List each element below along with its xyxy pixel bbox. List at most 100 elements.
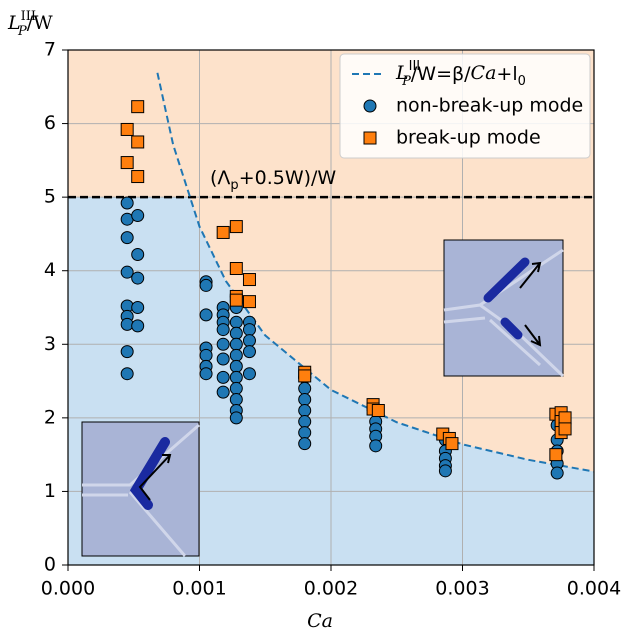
point bbox=[242, 295, 256, 309]
point bbox=[242, 367, 256, 381]
point bbox=[438, 464, 452, 478]
point bbox=[120, 345, 134, 359]
text-part: (Λ bbox=[210, 167, 230, 189]
point bbox=[199, 308, 213, 322]
legend-swatch bbox=[363, 131, 377, 145]
point bbox=[369, 439, 383, 453]
point bbox=[199, 348, 213, 362]
point bbox=[120, 231, 134, 245]
text-part: +0.5W)/W bbox=[239, 167, 337, 189]
x-tick-label: 0.004 bbox=[567, 578, 621, 600]
y-tick-label: 7 bbox=[44, 39, 56, 61]
point bbox=[229, 411, 243, 425]
point bbox=[229, 293, 243, 307]
point bbox=[229, 326, 243, 340]
legend-swatch bbox=[363, 99, 377, 113]
text-part: P bbox=[17, 24, 27, 39]
point bbox=[216, 225, 230, 239]
y-tick-label: 2 bbox=[44, 406, 56, 428]
marks bbox=[68, 72, 595, 480]
point bbox=[131, 209, 145, 223]
point bbox=[298, 369, 312, 383]
point bbox=[216, 337, 230, 351]
point bbox=[298, 381, 312, 395]
y-tick-label: 3 bbox=[44, 333, 56, 355]
legend-box bbox=[339, 53, 591, 159]
text-part: p bbox=[230, 178, 238, 193]
point bbox=[371, 404, 385, 417]
point bbox=[298, 415, 312, 429]
point bbox=[120, 265, 134, 279]
point bbox=[120, 367, 134, 381]
y-tick-label: 0 bbox=[44, 554, 56, 576]
text-part: III bbox=[21, 9, 36, 24]
text-part: /W bbox=[27, 12, 53, 34]
y-tick-label: 5 bbox=[44, 186, 56, 208]
legend-label: non-break-up mode bbox=[396, 95, 583, 117]
plot-frame bbox=[67, 49, 595, 566]
point bbox=[199, 367, 213, 381]
point bbox=[131, 319, 145, 333]
text-part: Ca bbox=[471, 62, 497, 84]
point bbox=[445, 437, 459, 451]
threshold-label: (Λp+0.5W)/W bbox=[210, 167, 336, 194]
point bbox=[229, 220, 243, 234]
point bbox=[242, 345, 256, 359]
point bbox=[216, 385, 230, 399]
point bbox=[131, 271, 145, 285]
legend-label: break-up mode bbox=[396, 127, 541, 149]
point bbox=[229, 315, 243, 329]
point bbox=[229, 262, 243, 276]
point bbox=[242, 334, 256, 348]
point bbox=[298, 404, 312, 417]
point bbox=[229, 337, 243, 351]
text-part: L bbox=[7, 12, 21, 34]
point bbox=[550, 466, 564, 480]
point bbox=[229, 370, 243, 384]
text-part: III bbox=[409, 59, 421, 74]
point bbox=[558, 422, 572, 436]
point bbox=[120, 156, 134, 170]
point bbox=[298, 392, 312, 406]
x-tick-label: 0.000 bbox=[41, 578, 95, 600]
y-axis-label: LIII P/W bbox=[7, 9, 53, 39]
x-tick-label: 0.002 bbox=[304, 578, 358, 600]
y-tick-label: 4 bbox=[44, 259, 56, 281]
point bbox=[229, 392, 243, 406]
point bbox=[131, 100, 145, 114]
y-tick-label: 6 bbox=[44, 112, 56, 134]
point bbox=[229, 359, 243, 373]
text-part: L bbox=[395, 62, 409, 84]
inset-image bbox=[443, 239, 565, 378]
x-tick-label: 0.001 bbox=[172, 578, 226, 600]
point bbox=[549, 448, 563, 462]
legend: LIII P/W=β/Ca+l0 non-break-up mode break-up… bbox=[339, 53, 591, 159]
y-tick-label: 1 bbox=[44, 480, 56, 502]
x-axis-label: Ca bbox=[307, 610, 333, 632]
text-part: P bbox=[401, 74, 411, 89]
point bbox=[199, 278, 213, 292]
point bbox=[298, 426, 312, 440]
inset-image bbox=[81, 421, 200, 557]
text-part: 0 bbox=[518, 74, 526, 89]
text-part: /W=β/ bbox=[411, 63, 471, 85]
point bbox=[216, 352, 230, 366]
x-tick-label: 0.003 bbox=[435, 578, 489, 600]
point bbox=[216, 323, 230, 337]
point bbox=[216, 370, 230, 384]
point bbox=[120, 122, 134, 136]
point bbox=[131, 135, 145, 149]
point bbox=[242, 273, 256, 287]
point bbox=[131, 248, 145, 262]
point bbox=[131, 170, 145, 184]
point bbox=[242, 323, 256, 337]
fit-curve bbox=[156, 72, 595, 473]
point bbox=[229, 348, 243, 362]
legend-label: LIII P/W=β/Ca+l0 bbox=[395, 59, 526, 89]
point bbox=[120, 196, 134, 210]
point bbox=[558, 411, 572, 425]
text-part: +l bbox=[496, 63, 517, 85]
point bbox=[131, 301, 145, 314]
point bbox=[298, 437, 312, 451]
